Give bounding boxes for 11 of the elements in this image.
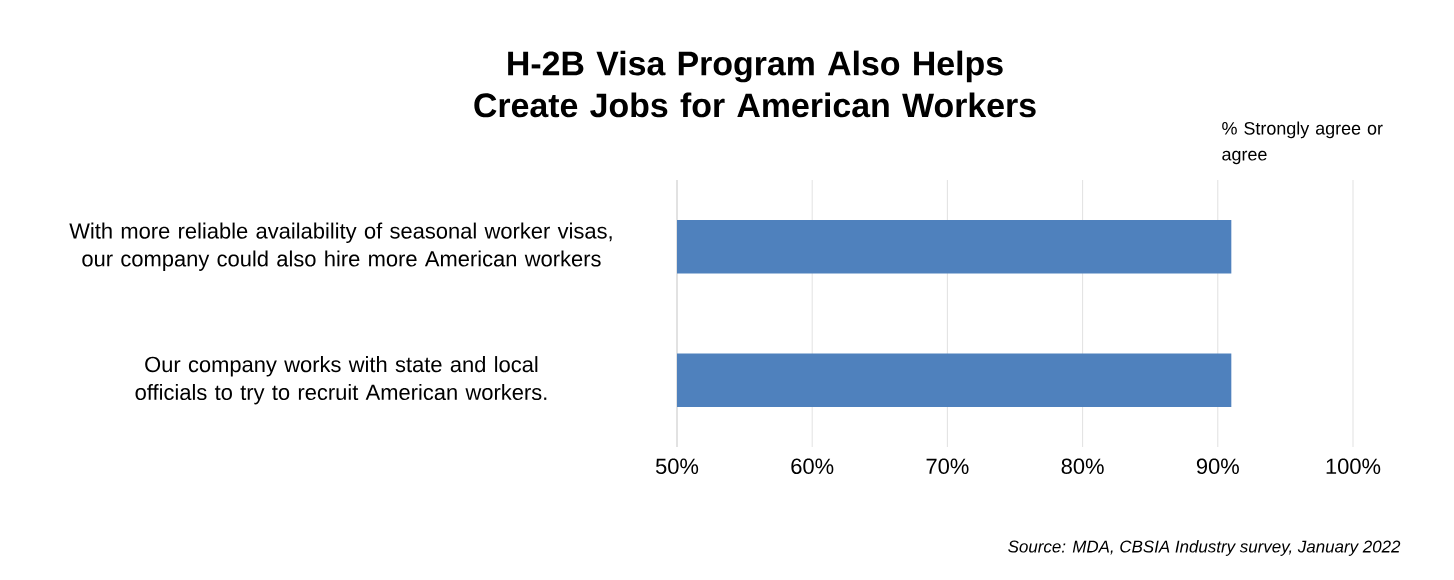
source-note: Source: MDA, CBSIA Industry survey, January 2022 (1008, 540, 1401, 556)
x-tick-label: 80% (1061, 458, 1104, 475)
y-tick-label: Our company works with state and local officials to try to recruit American workers. (135, 356, 547, 405)
x-tick-label: 90% (1196, 458, 1239, 475)
x-axis-title: % Strongly agree or agree (1222, 121, 1383, 165)
y-tick-label: With more reliable availability of seasonal worker visas, our company could also hire more American workers (69, 222, 612, 271)
x-tick-label: 60% (791, 458, 834, 475)
chart-title: H-2B Visa Program Also Helps Create Jobs for American Workers (474, 50, 1036, 118)
x-tick-label: 50% (655, 458, 699, 475)
x-tick-label: 70% (926, 458, 969, 475)
x-tick-label: 100% (1326, 458, 1381, 475)
